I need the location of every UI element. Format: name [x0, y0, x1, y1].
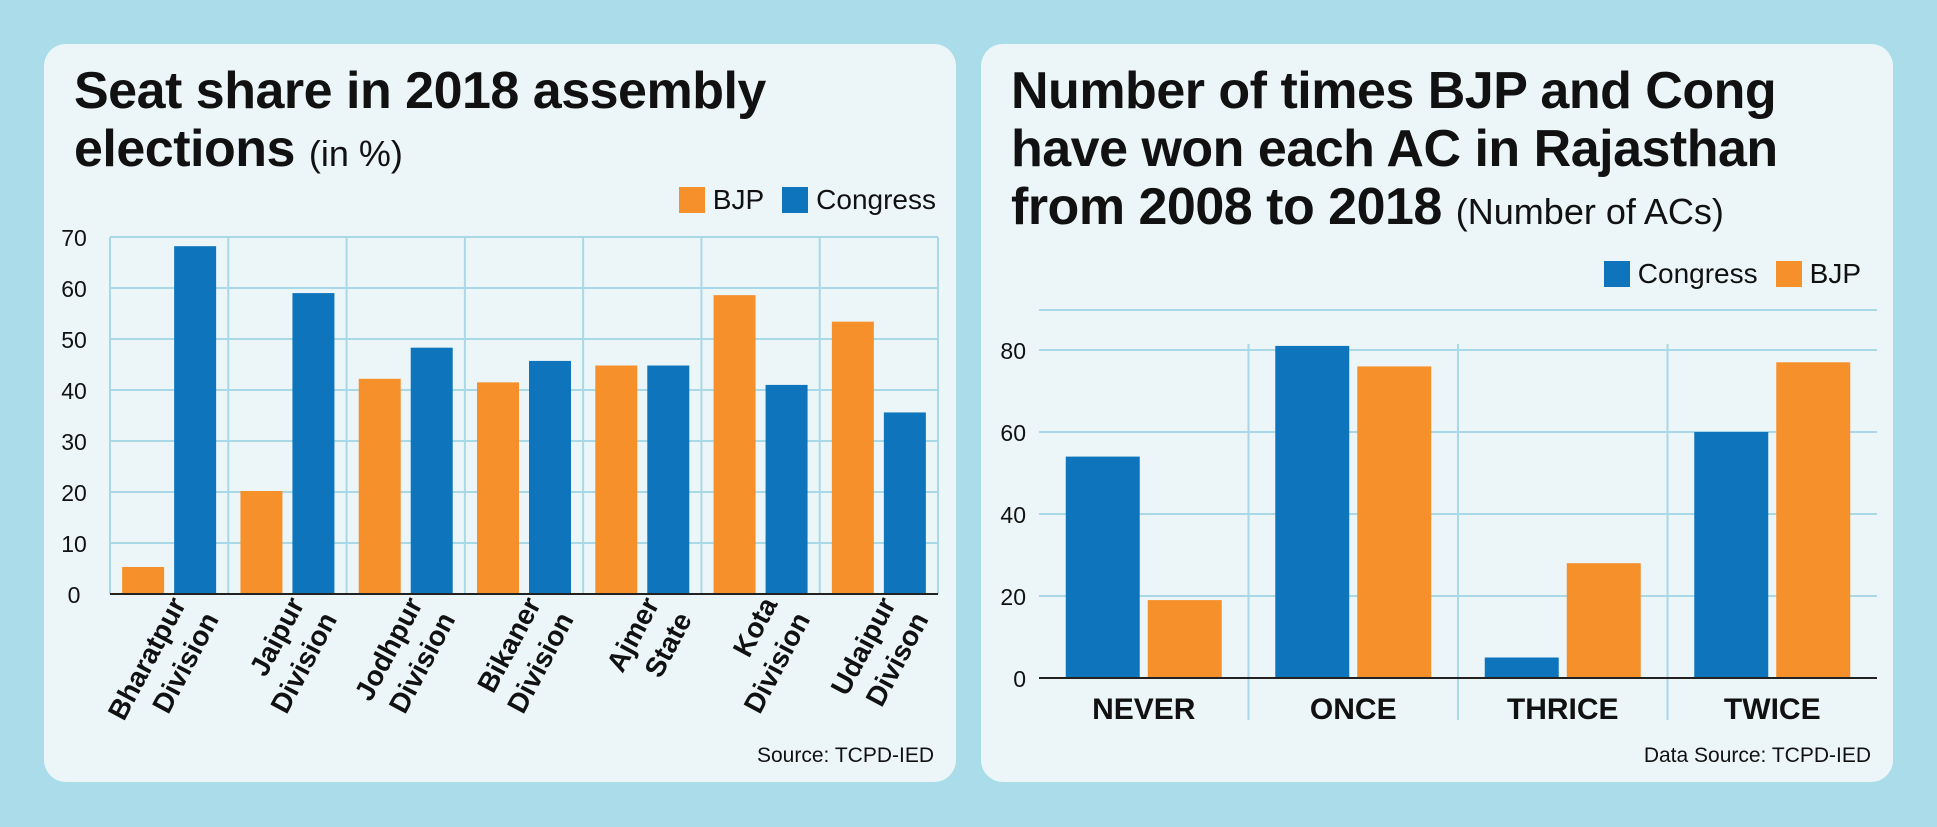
x-tick-label: TWICE	[1724, 693, 1821, 726]
y-tick-label: 80	[1000, 338, 1026, 364]
y-tick-label: 0	[1013, 666, 1026, 692]
y-tick-label: 30	[61, 429, 87, 455]
bar-congress	[1065, 456, 1140, 678]
y-tick-label: 10	[61, 531, 87, 557]
bar-bjp	[1566, 563, 1641, 678]
seat-share-unit: (in %)	[308, 133, 403, 174]
legend-label-congress: Congress	[1637, 258, 1758, 289]
legend-item-bjp: BJP	[1775, 258, 1861, 290]
bar-congress	[765, 384, 808, 594]
bar-congress	[883, 412, 926, 594]
wins-count-chart: 0 20 40 60 80 NEVER ONCE THRICE TWICE	[1000, 309, 1877, 726]
legend-label-congress: Congress	[816, 184, 936, 215]
legend-item-congress: Congress	[1603, 258, 1758, 290]
bar-bjp	[595, 365, 638, 594]
legend-item-bjp: BJP	[678, 184, 765, 216]
bar-congress	[529, 360, 571, 594]
x-tick-label: ONCE	[1310, 693, 1397, 726]
wins-count-panel: Number of times BJP and Cong have won ea…	[981, 44, 1893, 782]
legend-swatch-congress	[1603, 261, 1630, 287]
y-tick-label: 50	[61, 327, 87, 353]
seat-share-title-text: Seat share in 2018 assembly elections	[74, 62, 766, 178]
legend-item-congress: Congress	[782, 184, 936, 216]
y-tick-label: 20	[61, 480, 87, 506]
bar-bjp	[831, 321, 874, 594]
bar-bjp	[240, 490, 283, 594]
x-tick-label: NEVER	[1092, 693, 1196, 726]
wins-count-title: Number of times BJP and Cong have won ea…	[1011, 62, 1871, 241]
wins-count-title-text: Number of times BJP and Cong have won ea…	[1011, 62, 1778, 236]
bar-congress	[410, 347, 453, 594]
bar-congress	[647, 365, 690, 594]
wins-count-unit: (Number of ACs)	[1455, 191, 1724, 232]
legend-label-bjp: BJP	[1809, 258, 1861, 289]
bar-bjp	[477, 382, 519, 594]
legend-swatch-bjp	[1775, 261, 1802, 287]
x-tick-label: THRICE	[1507, 693, 1619, 726]
bar-bjp	[1147, 600, 1222, 678]
seat-share-panel: Seat share in 2018 assembly elections (i…	[44, 44, 956, 782]
y-tick-label: 20	[1000, 584, 1026, 610]
bar-congress	[1694, 432, 1769, 678]
y-tick-label: 60	[1000, 420, 1026, 446]
y-tick-label: 60	[61, 276, 87, 302]
bar-bjp	[713, 295, 756, 594]
wins-count-legend: Congress BJP	[1586, 258, 1861, 290]
bar-bjp	[1776, 362, 1851, 678]
seat-share-title: Seat share in 2018 assembly elections (i…	[74, 62, 934, 183]
bar-congress	[292, 293, 335, 594]
y-tick-label: 70	[61, 225, 87, 251]
bar-congress	[174, 246, 217, 594]
legend-label-bjp: BJP	[712, 184, 765, 215]
legend-swatch-congress	[782, 187, 809, 213]
y-tick-label: 40	[1000, 502, 1026, 528]
bar-bjp	[358, 378, 401, 594]
y-tick-label: 40	[61, 378, 87, 404]
bar-congress	[1484, 657, 1559, 678]
bar-bjp	[122, 566, 165, 594]
wins-count-source: Data Source: TCPD-IED	[1643, 744, 1871, 767]
seat-share-source: Source: TCPD-IED	[757, 744, 934, 767]
seat-share-legend: BJP Congress	[661, 184, 936, 216]
y-tick-label: 0	[68, 582, 81, 608]
legend-swatch-bjp	[678, 187, 705, 213]
bar-congress	[1275, 345, 1350, 678]
bar-bjp	[1357, 366, 1432, 678]
